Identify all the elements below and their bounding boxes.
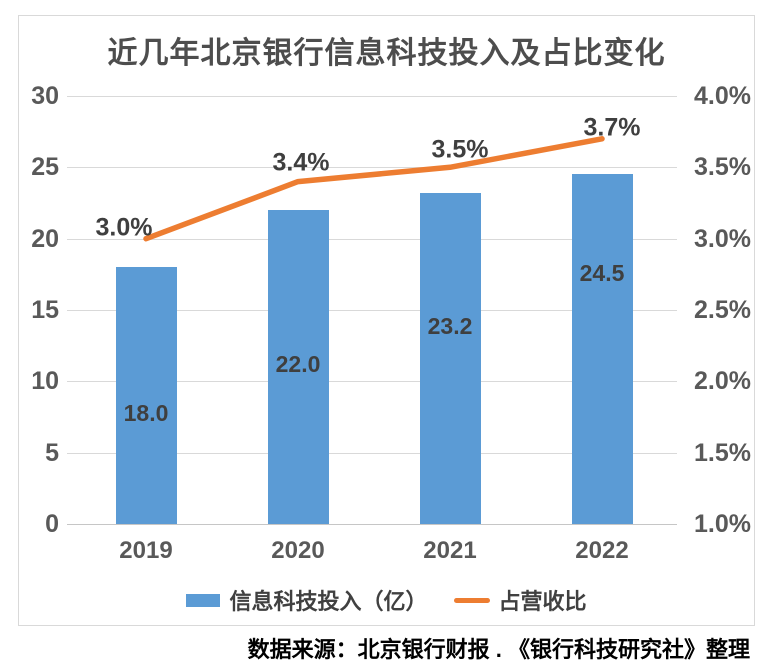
y-axis-right-tick-label: 2.0% xyxy=(694,367,751,395)
bar-swatch-icon xyxy=(186,593,221,607)
chart-title: 近几年北京银行信息科技投入及占比变化 xyxy=(107,37,666,70)
y-axis-left-tick-label: 5 xyxy=(45,439,59,467)
bar-2021 xyxy=(420,193,481,524)
gridline xyxy=(67,310,677,311)
legend: 信息科技投入（亿） 占营收比 xyxy=(19,584,754,616)
y-axis-left-tick-label: 20 xyxy=(31,225,59,253)
x-axis-tick-label: 2020 xyxy=(271,537,325,564)
line-point-label: 3.0% xyxy=(95,213,153,242)
bar-value-label: 23.2 xyxy=(427,313,473,339)
y-axis-left-tick-label: 30 xyxy=(31,82,59,110)
legend-label: 占营收比 xyxy=(498,589,587,614)
x-axis-tick-label: 2021 xyxy=(423,537,477,564)
y-axis-left-tick-label: 0 xyxy=(45,510,59,538)
bar-value-label: 22.0 xyxy=(275,351,321,377)
gridline xyxy=(67,524,677,525)
y-axis-right-tick-label: 2.5% xyxy=(694,296,751,324)
bar-2020 xyxy=(268,210,329,524)
bar-value-label: 24.5 xyxy=(579,260,625,286)
chart-frame: 近几年北京银行信息科技投入及占比变化 18.0 22.0 23.2 24.5 3.0% 3… xyxy=(18,15,755,626)
x-axis-tick-label: 2019 xyxy=(119,537,173,564)
gridline xyxy=(67,96,677,97)
legend-item-bar: 信息科技投入（亿） xyxy=(186,584,428,616)
line-point-label: 3.7% xyxy=(583,113,641,142)
y-axis-left-tick-label: 25 xyxy=(31,153,59,181)
y-axis-right-tick-label: 4.0% xyxy=(694,82,751,110)
plot-area: 18.0 22.0 23.2 24.5 3.0% 3.4% 3.5% 3.7% xyxy=(67,96,677,525)
trend-line-path xyxy=(143,136,605,242)
y-axis-left-tick-label: 10 xyxy=(31,367,59,395)
legend-label: 信息科技投入（亿） xyxy=(229,589,428,614)
bar-value-label: 18.0 xyxy=(123,400,169,426)
footer-source-text: 数据来源：北京银行财报 . 《银行科技研究社》整理 xyxy=(247,637,750,662)
gridline xyxy=(67,167,677,168)
legend-item-line: 占营收比 xyxy=(453,584,587,616)
y-axis-right-tick-label: 1.5% xyxy=(694,439,751,467)
y-axis-right-tick-label: 3.5% xyxy=(694,153,751,181)
gridline xyxy=(67,239,677,240)
line-point-label: 3.5% xyxy=(431,135,489,164)
x-axis-tick-label: 2022 xyxy=(575,537,629,564)
line-point-label: 3.4% xyxy=(272,148,330,177)
gridline xyxy=(67,453,677,454)
trend-line xyxy=(143,136,605,242)
bar-2022 xyxy=(572,174,633,524)
y-axis-right-tick-label: 3.0% xyxy=(694,225,751,253)
gridline xyxy=(67,381,677,382)
line-swatch-icon xyxy=(453,597,490,603)
y-axis-left-tick-label: 15 xyxy=(31,296,59,324)
bar-2019 xyxy=(116,267,177,524)
y-axis-right-tick-label: 1.0% xyxy=(694,510,751,538)
